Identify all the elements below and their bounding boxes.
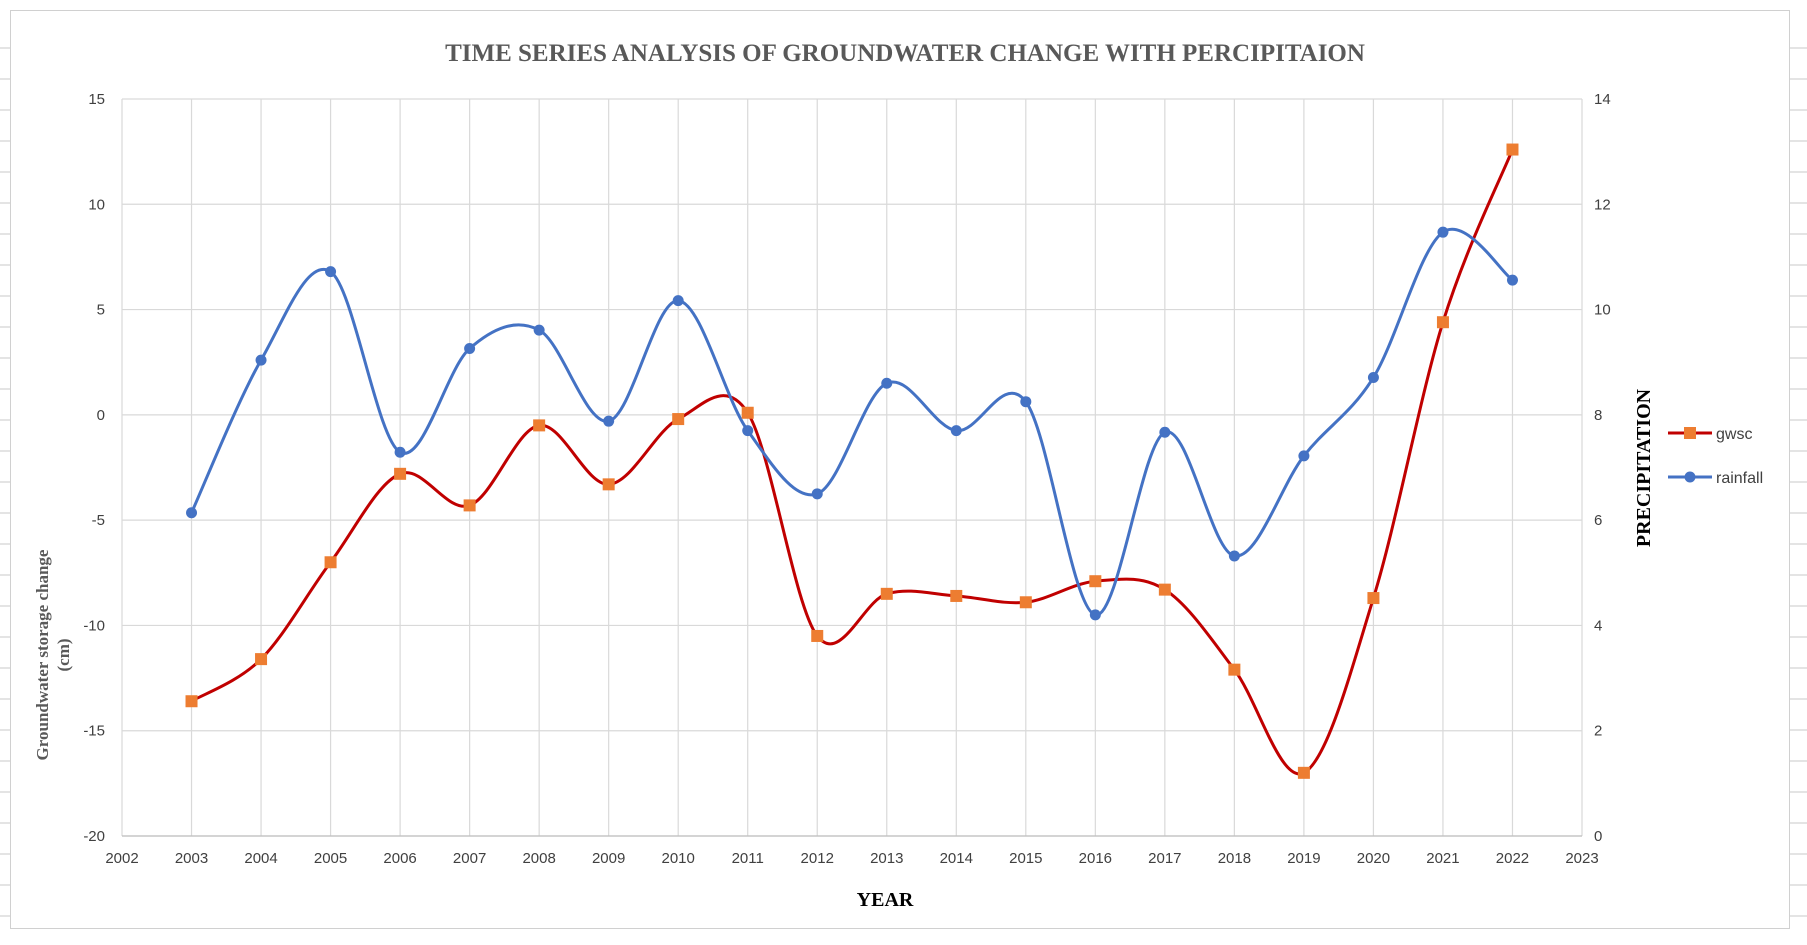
x-tick-label: 2023 — [1565, 850, 1598, 867]
y-left-tick-label: -20 — [83, 828, 105, 845]
y-left-tick-label: 0 — [97, 407, 105, 424]
x-tick-label: 2008 — [522, 850, 555, 867]
legend-entry-rainfall: rainfall — [1668, 470, 1763, 487]
data-point-rainfall — [186, 507, 198, 519]
x-tick-label: 2022 — [1496, 850, 1529, 867]
x-tick-label: 2010 — [662, 850, 695, 867]
data-point-rainfall — [742, 425, 754, 437]
data-point-rainfall — [1298, 450, 1310, 462]
y-right-tick-label: 8 — [1594, 407, 1602, 424]
x-tick-label: 2015 — [1009, 850, 1042, 867]
data-point-rainfall — [464, 343, 476, 355]
y-right-axis-title: PRECIPITATION — [1633, 388, 1655, 547]
x-tick-label: 2002 — [105, 850, 138, 867]
data-point-gwsc — [1089, 575, 1102, 588]
data-point-gwsc — [185, 695, 198, 708]
chart-title: TIME SERIES ANALYSIS OF GROUNDWATER CHAN… — [445, 40, 1365, 67]
data-point-gwsc — [394, 467, 407, 480]
legend-label-gwsc: gwsc — [1716, 426, 1752, 443]
x-tick-label: 2021 — [1426, 850, 1459, 867]
x-tick-label: 2013 — [870, 850, 903, 867]
legend-marker-gwsc — [1684, 427, 1696, 439]
data-point-rainfall — [1367, 371, 1379, 383]
y-right-tick-label: 4 — [1594, 617, 1602, 634]
data-point-gwsc — [602, 478, 615, 491]
data-point-gwsc — [1158, 583, 1171, 596]
data-point-gwsc — [1228, 663, 1241, 676]
data-point-gwsc — [1297, 766, 1310, 779]
x-axis-title: YEAR — [857, 889, 914, 911]
x-tick-label: 2014 — [940, 850, 973, 867]
y-left-axis-title-line: (cm) — [54, 638, 73, 671]
y-left-axis-title-line: Groundwater storage change — [33, 549, 52, 760]
legend-label-rainfall: rainfall — [1716, 470, 1763, 487]
series-line-gwsc — [190, 148, 1514, 776]
y-right-tick-label: 2 — [1594, 723, 1602, 740]
y-right-tick-label: 6 — [1594, 512, 1602, 529]
legend-entry-gwsc: gwsc — [1668, 426, 1752, 443]
data-point-gwsc — [1436, 316, 1449, 329]
data-point-gwsc — [533, 419, 546, 432]
data-point-gwsc — [672, 413, 685, 426]
data-point-gwsc — [880, 587, 893, 600]
y-left-tick-label: -5 — [92, 512, 105, 529]
data-point-rainfall — [255, 354, 267, 366]
x-tick-label: 2020 — [1357, 850, 1390, 867]
data-point-rainfall — [603, 415, 615, 427]
data-point-rainfall — [881, 377, 893, 389]
y-left-tick-label: -10 — [83, 617, 105, 634]
data-point-gwsc — [1019, 596, 1032, 609]
data-point-rainfall — [1228, 550, 1240, 562]
data-point-rainfall — [394, 446, 406, 458]
x-tick-label: 2004 — [244, 850, 277, 867]
data-point-rainfall — [533, 324, 545, 336]
data-point-gwsc — [950, 589, 963, 602]
data-point-rainfall — [1437, 226, 1449, 238]
data-point-gwsc — [1506, 143, 1519, 156]
x-tick-label: 2006 — [383, 850, 416, 867]
y-right-tick-label: 14 — [1594, 91, 1611, 108]
data-point-gwsc — [463, 499, 476, 512]
data-point-gwsc — [741, 406, 754, 419]
chart-border — [10, 10, 1790, 929]
x-tick-label: 2007 — [453, 850, 486, 867]
y-left-tick-label: 10 — [88, 196, 105, 213]
x-tick-label: 2012 — [801, 850, 834, 867]
y-left-tick-label: -15 — [83, 723, 105, 740]
legend-marker-rainfall — [1684, 471, 1696, 483]
y-right-tick-label: 0 — [1594, 828, 1602, 845]
x-tick-label: 2003 — [175, 850, 208, 867]
y-left-axis-title: Groundwater storage change (cm) — [33, 549, 73, 760]
x-tick-label: 2019 — [1287, 850, 1320, 867]
data-point-rainfall — [811, 488, 823, 500]
data-point-rainfall — [1506, 274, 1518, 286]
data-point-rainfall — [1020, 396, 1032, 408]
data-point-rainfall — [672, 295, 684, 307]
data-point-gwsc — [324, 556, 337, 569]
data-point-rainfall — [325, 266, 337, 278]
x-tick-label: 2009 — [592, 850, 625, 867]
y-left-tick-label: 5 — [97, 302, 105, 319]
x-tick-label: 2005 — [314, 850, 347, 867]
data-point-rainfall — [1159, 426, 1171, 438]
data-point-gwsc — [255, 653, 268, 666]
x-tick-label: 2018 — [1218, 850, 1251, 867]
data-point-rainfall — [950, 425, 962, 437]
data-point-rainfall — [1089, 609, 1101, 621]
data-point-gwsc — [811, 629, 824, 642]
x-tick-label: 2011 — [732, 850, 764, 867]
y-left-tick-label: 15 — [88, 91, 105, 108]
x-tick-label: 2017 — [1148, 850, 1181, 867]
y-right-tick-label: 10 — [1594, 302, 1611, 319]
data-point-gwsc — [1367, 592, 1380, 605]
y-right-tick-label: 12 — [1594, 196, 1611, 213]
x-tick-label: 2016 — [1079, 850, 1112, 867]
